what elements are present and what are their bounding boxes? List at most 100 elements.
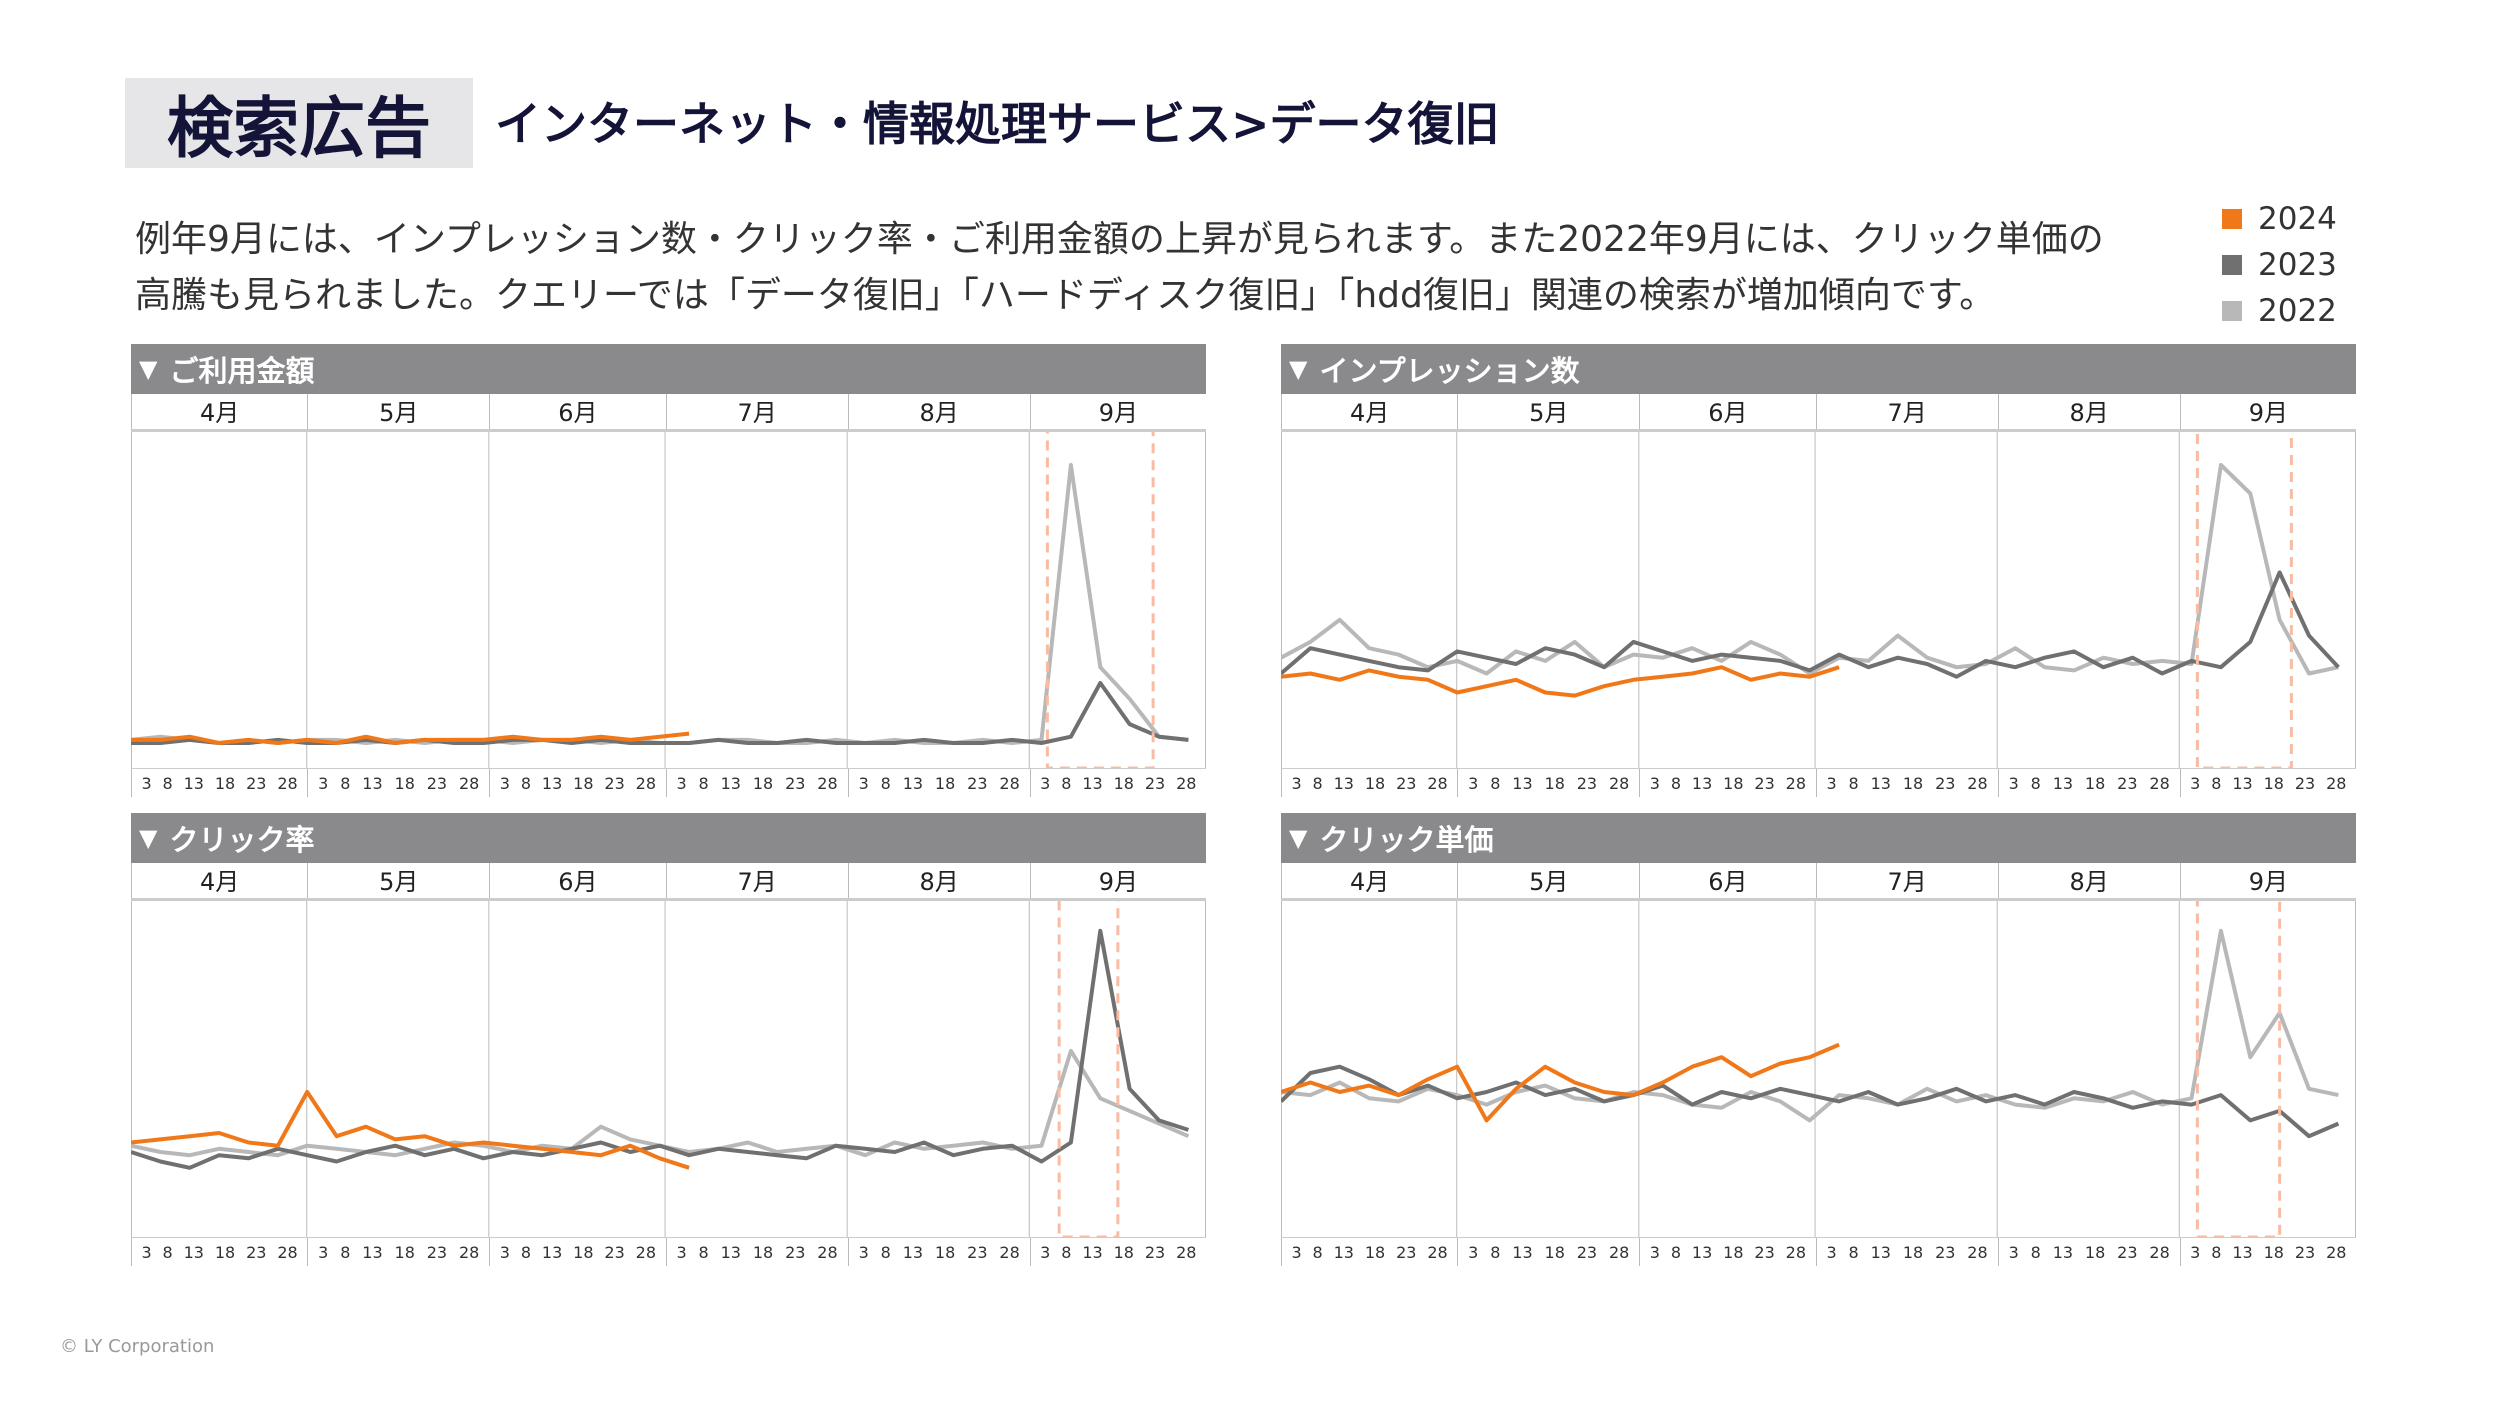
day-tick-label: 3 bbox=[2008, 774, 2019, 793]
day-tick-group: 3 8 13 18 23 28 bbox=[307, 1238, 489, 1266]
copyright: © LY Corporation bbox=[60, 1336, 215, 1357]
day-tick-group: 3 8 13 18 23 28 bbox=[489, 769, 665, 797]
chart-title: クリック単価 bbox=[1319, 823, 1494, 857]
day-tick-group: 3 8 13 18 23 28 bbox=[1815, 1238, 1998, 1266]
day-tick-label: 3 bbox=[1649, 774, 1660, 793]
month-label: 6月 bbox=[489, 863, 665, 898]
day-tick-label: 23 bbox=[246, 774, 267, 793]
day-tick-label: 18 bbox=[2084, 1243, 2106, 1262]
day-tick-label: 8 bbox=[340, 1243, 351, 1262]
day-tick-label: 8 bbox=[1848, 1243, 1859, 1262]
day-tick-label: 8 bbox=[520, 1243, 532, 1262]
day-tick-label: 13 bbox=[1082, 774, 1103, 793]
highlight-box bbox=[2195, 432, 2293, 768]
day-tick-label: 28 bbox=[2149, 774, 2170, 793]
day-tick-label: 13 bbox=[1333, 1243, 1354, 1262]
series-line-2022 bbox=[131, 1048, 1190, 1158]
month-label: 7月 bbox=[665, 863, 848, 898]
day-tick-label: 13 bbox=[362, 1243, 383, 1262]
month-axis: 4月 5月 6月 7月 8月 9月 bbox=[131, 863, 1206, 901]
chart-header[interactable]: ▼ クリック率 bbox=[131, 813, 1206, 863]
line-chart bbox=[131, 432, 1206, 768]
chart-header[interactable]: ▼ ご利用金額 bbox=[131, 344, 1206, 394]
series-line-2022 bbox=[1281, 928, 2339, 1123]
day-tick-label: 8 bbox=[162, 1243, 173, 1262]
day-tick-label: 23 bbox=[1396, 774, 1417, 793]
legend-swatch bbox=[2222, 301, 2242, 321]
day-tick-label: 3 bbox=[1468, 1243, 1479, 1262]
day-axis: 3 8 13 18 23 28 3 8 13 18 23 28 3 8 13 18 23 28 3 8 13 18 23 28… bbox=[131, 1237, 1206, 1266]
day-tick-label: 13 bbox=[362, 774, 383, 793]
day-tick-label: 18 bbox=[1723, 1243, 1744, 1262]
day-tick-label: 28 bbox=[1176, 774, 1197, 793]
day-tick-label: 18 bbox=[934, 1243, 956, 1262]
month-label: 6月 bbox=[1639, 394, 1815, 429]
collapse-triangle-icon[interactable]: ▼ bbox=[139, 355, 158, 383]
month-label: 9月 bbox=[2179, 863, 2356, 898]
day-tick-label: 3 bbox=[676, 774, 687, 793]
day-tick-label: 18 bbox=[1902, 774, 1924, 793]
line-chart bbox=[1281, 901, 2356, 1237]
day-tick-label: 28 bbox=[2326, 1243, 2347, 1262]
day-tick-label: 8 bbox=[1312, 774, 1323, 793]
month-label: 8月 bbox=[847, 863, 1030, 898]
month-axis: 4月 5月 6月 7月 8月 9月 bbox=[1281, 863, 2356, 901]
day-tick-label: 23 bbox=[785, 1243, 806, 1262]
series-line-2024 bbox=[1281, 665, 1840, 698]
chart-panel-impressions: ▼ インプレッション数 4月 5月 6月 7月 8月 9月 3 8 13 18 23 28 3 8 13 18 23… bbox=[1281, 344, 2356, 797]
day-tick-label: 18 bbox=[2263, 1243, 2284, 1262]
day-tick-label: 18 bbox=[394, 1243, 415, 1262]
day-tick-label: 28 bbox=[1967, 1243, 1988, 1262]
day-axis: 3 8 13 18 23 28 3 8 13 18 23 28 3 8 13 18 23 28 3 8 13 18 23 28… bbox=[131, 768, 1206, 797]
day-tick-group: 3 8 13 18 23 28 bbox=[307, 769, 489, 797]
series-line-2023 bbox=[1281, 1064, 2340, 1139]
day-tick-group: 3 8 13 18 23 28 bbox=[1815, 769, 1998, 797]
day-tick-label: 13 bbox=[902, 774, 924, 793]
day-tick-label: 23 bbox=[604, 774, 625, 793]
chart-panel-spend: ▼ ご利用金額 4月 5月 6月 7月 8月 9月 3 8 13 18 23 28 3 8 13 18 23 28 3 8… bbox=[131, 344, 1206, 797]
chart-header[interactable]: ▼ クリック単価 bbox=[1281, 813, 2356, 863]
day-tick-label: 3 bbox=[318, 1243, 329, 1262]
day-tick-label: 23 bbox=[2294, 1243, 2316, 1262]
collapse-triangle-icon[interactable]: ▼ bbox=[139, 824, 158, 852]
day-tick-label: 8 bbox=[340, 774, 351, 793]
day-tick-group: 3 8 13 18 23 28 bbox=[847, 1238, 1030, 1266]
day-tick-label: 3 bbox=[318, 774, 329, 793]
day-tick-group: 3 8 13 18 23 28 bbox=[131, 769, 307, 797]
day-tick-label: 18 bbox=[394, 774, 415, 793]
collapse-triangle-icon[interactable]: ▼ bbox=[1289, 824, 1308, 852]
day-tick-label: 3 bbox=[858, 774, 869, 793]
chart-header[interactable]: ▼ インプレッション数 bbox=[1281, 344, 2356, 394]
day-tick-label: 13 bbox=[720, 774, 741, 793]
day-tick-group: 3 8 13 18 23 28 bbox=[847, 769, 1030, 797]
legend-item-2022: 2022 bbox=[2222, 288, 2337, 334]
month-label: 5月 bbox=[307, 863, 489, 898]
month-label: 6月 bbox=[489, 394, 665, 429]
day-tick-group: 3 8 13 18 23 28 bbox=[131, 1238, 307, 1266]
day-tick-label: 8 bbox=[1061, 774, 1072, 793]
day-tick-label: 8 bbox=[162, 774, 173, 793]
day-tick-label: 3 bbox=[499, 774, 510, 793]
day-tick-group: 3 8 13 18 23 28 bbox=[1997, 769, 2180, 797]
day-tick-group: 3 8 13 18 23 28 bbox=[489, 1238, 665, 1266]
day-tick-label: 13 bbox=[2052, 774, 2074, 793]
description-line: 例年9月には、インプレッション数・クリック率・ご利用金額の上昇が見られます。また… bbox=[135, 219, 2104, 260]
legend-label: 2023 bbox=[2258, 247, 2337, 283]
day-tick-group: 3 8 13 18 23 28 bbox=[1457, 769, 1639, 797]
day-tick-label: 28 bbox=[1427, 1243, 1448, 1262]
day-tick-label: 23 bbox=[426, 774, 448, 793]
day-tick-label: 28 bbox=[2149, 1243, 2170, 1262]
day-tick-label: 8 bbox=[1490, 774, 1501, 793]
day-tick-label: 13 bbox=[1512, 774, 1533, 793]
day-tick-label: 3 bbox=[1040, 1243, 1051, 1262]
line-chart bbox=[1281, 432, 2356, 768]
day-tick-label: 8 bbox=[1490, 1243, 1501, 1262]
day-tick-group: 3 8 13 18 23 28 bbox=[1029, 1238, 1206, 1266]
month-label: 7月 bbox=[665, 394, 848, 429]
collapse-triangle-icon[interactable]: ▼ bbox=[1289, 355, 1308, 383]
day-tick-label: 3 bbox=[499, 1243, 510, 1262]
day-tick-label: 13 bbox=[1870, 1243, 1891, 1262]
day-tick-label: 28 bbox=[999, 774, 1020, 793]
day-tick-label: 28 bbox=[635, 1243, 657, 1262]
day-tick-label: 18 bbox=[1113, 1243, 1134, 1262]
